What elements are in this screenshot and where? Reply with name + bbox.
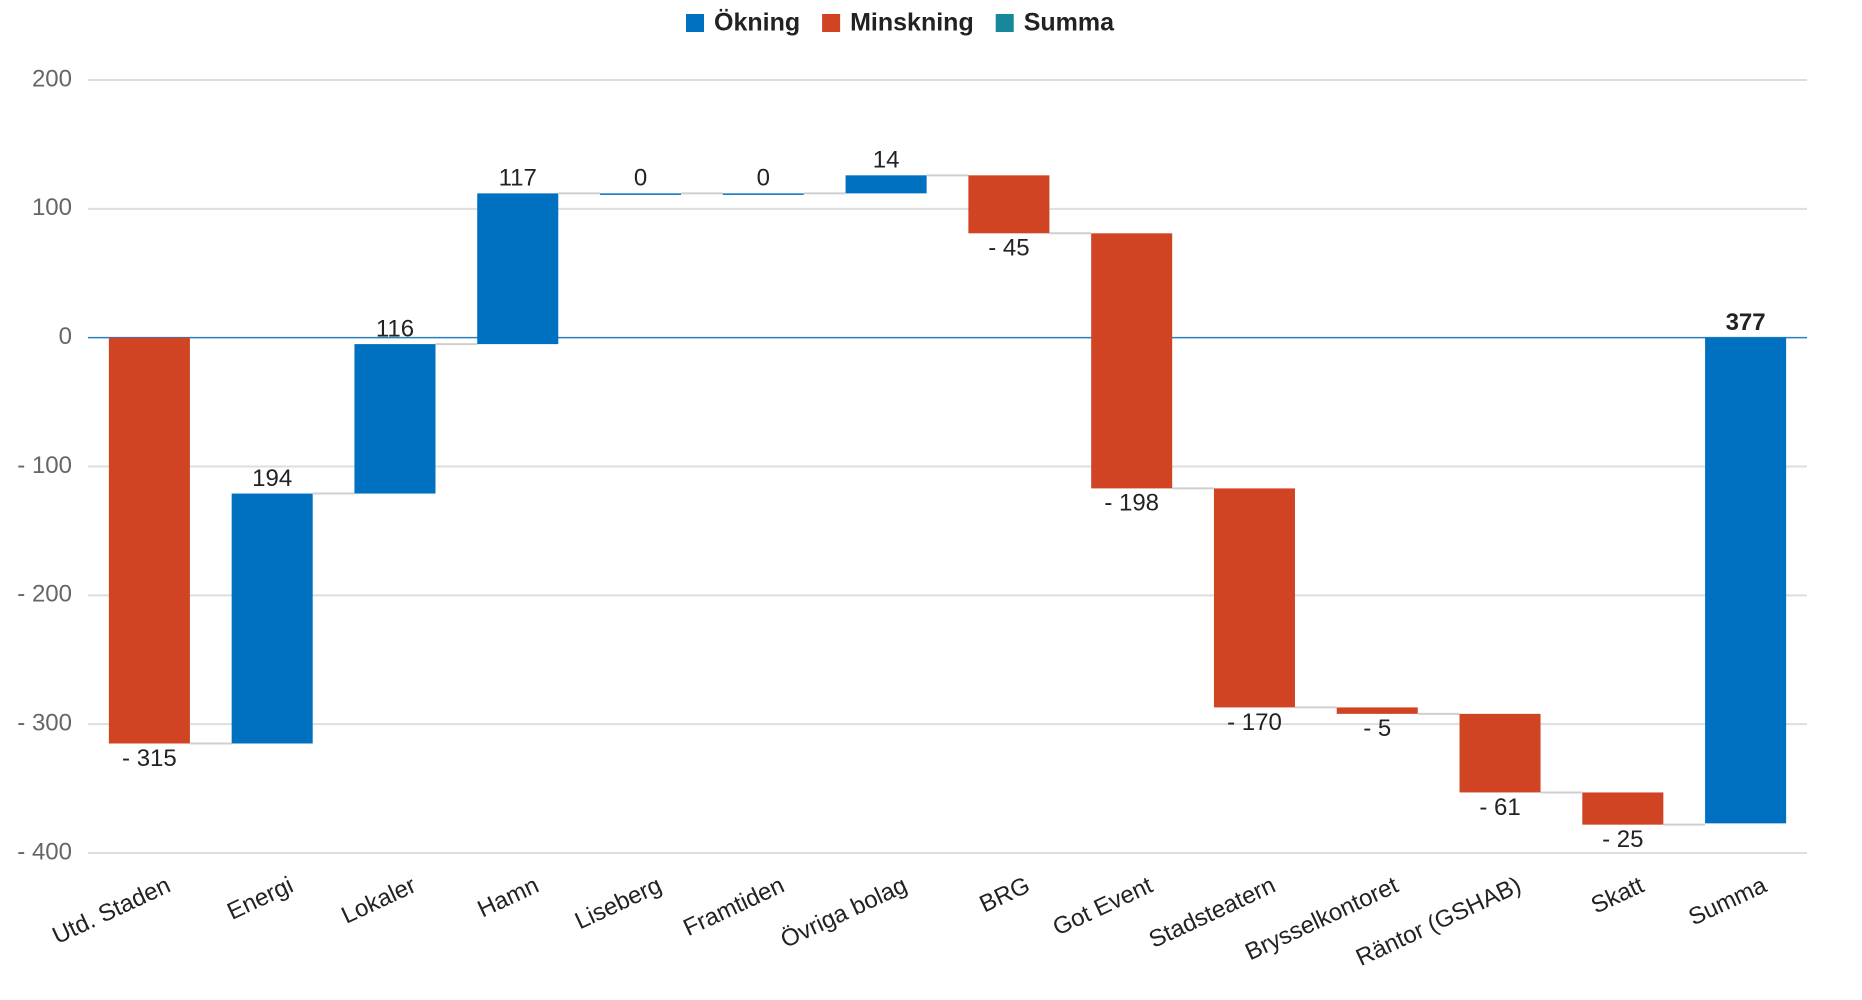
y-tick-label: - 100 (17, 452, 72, 479)
value-label: - 198 (1104, 490, 1159, 517)
value-label: 377 (1726, 309, 1766, 336)
x-tick-label: Got Event (1049, 872, 1157, 942)
x-tick-label: Utd. Staden (48, 872, 174, 950)
x-tick-label: Övriga bolag (777, 872, 912, 954)
legend-label: Minskning (850, 9, 974, 37)
legend-swatch (822, 14, 841, 32)
legend-swatch (995, 14, 1014, 32)
x-tick-label: Hamn (474, 872, 543, 924)
legend-label: Summa (1024, 9, 1115, 37)
value-label: - 5 (1363, 715, 1391, 742)
bar (477, 193, 559, 345)
y-tick-label: - 300 (17, 710, 72, 737)
legend-label: Ökning (714, 8, 800, 37)
x-tick-label: Skatt (1587, 872, 1648, 920)
value-label: 0 (757, 165, 770, 192)
bar (1091, 233, 1173, 489)
value-label: - 170 (1227, 709, 1282, 736)
bar (845, 175, 927, 194)
x-tick-label: Energi (223, 872, 297, 926)
y-tick-label: 0 (59, 323, 72, 350)
bar (968, 175, 1050, 234)
y-tick-label: - 400 (17, 838, 72, 865)
bar (722, 193, 804, 195)
value-label: - 61 (1479, 794, 1520, 821)
y-tick-label: 100 (32, 194, 72, 221)
x-tick-label: BRG (976, 872, 1035, 918)
bar (231, 493, 313, 744)
y-tick-label: - 200 (17, 581, 72, 608)
x-tick-label: Lokaler (337, 872, 420, 930)
bar (1213, 488, 1295, 708)
value-label: 14 (873, 147, 900, 174)
bar (1336, 707, 1418, 714)
bar (354, 344, 436, 494)
bar (600, 193, 682, 195)
value-label: 116 (376, 315, 414, 342)
value-label: 194 (252, 465, 292, 492)
bar (1459, 713, 1541, 793)
x-tick-label: Liseberg (571, 872, 666, 935)
value-label: - 45 (988, 235, 1029, 262)
legend-swatch (686, 14, 704, 32)
value-label: - 25 (1602, 826, 1643, 853)
bar (1705, 337, 1787, 824)
bar (1582, 792, 1664, 825)
y-tick-label: 200 (32, 65, 72, 92)
value-label: 0 (634, 165, 647, 192)
bar (108, 337, 190, 744)
x-tick-label: Framtiden (679, 872, 788, 942)
value-label: 117 (499, 165, 537, 192)
value-label: - 315 (122, 745, 177, 772)
x-tick-label: Summa (1684, 871, 1771, 931)
